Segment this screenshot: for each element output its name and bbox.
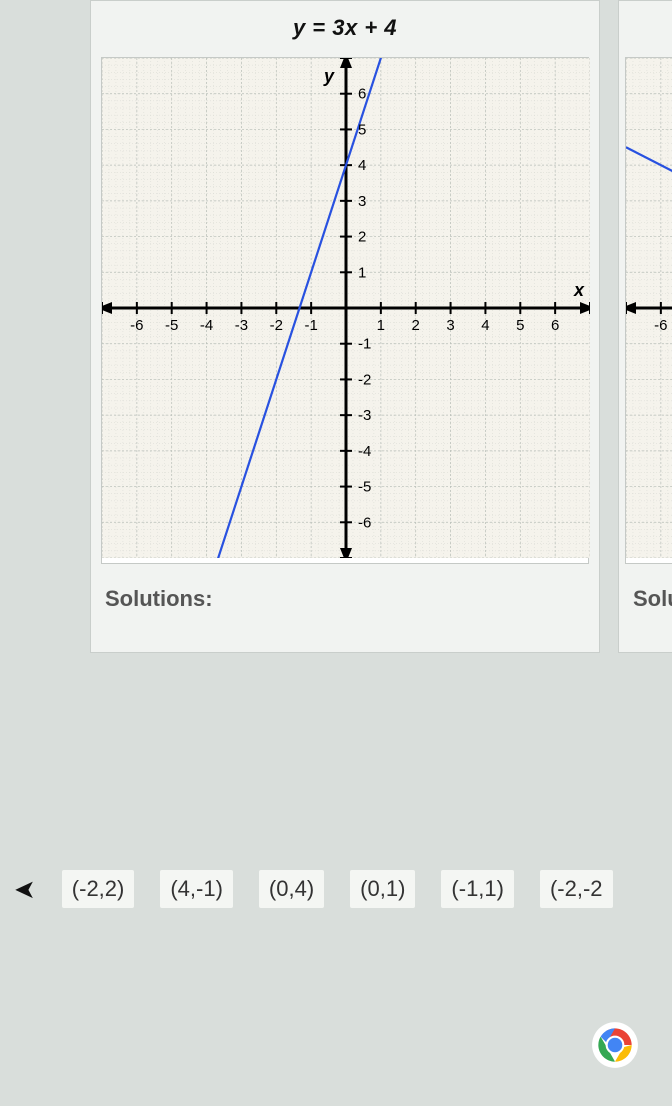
svg-text:x: x	[573, 280, 585, 300]
panel-right: -6 Solut	[618, 0, 672, 653]
svg-text:4: 4	[358, 157, 366, 174]
chart-svg-1: -6-5-4-3-2-1123456-6-5-4-3-2-1123456xy	[102, 58, 590, 558]
svg-text:-3: -3	[358, 407, 371, 424]
svg-text:-4: -4	[358, 443, 371, 460]
answer-chip[interactable]: (-2,2)	[62, 870, 135, 908]
svg-text:y: y	[323, 66, 335, 86]
graph-1: -6-5-4-3-2-1123456-6-5-4-3-2-1123456xy	[101, 57, 589, 564]
equation-title-2	[619, 1, 672, 51]
svg-text:-6: -6	[654, 317, 667, 334]
svg-text:-1: -1	[304, 317, 317, 334]
graph-2: -6	[625, 57, 672, 564]
svg-text:-1: -1	[358, 336, 371, 353]
panel-row: y = 3x + 4 -6 -5 -4 -3 -2 -1 1 2 3 4 5 6 -6 -5 -4 -3 -2 -…	[0, 0, 672, 653]
svg-text:1: 1	[358, 264, 366, 281]
svg-text:2: 2	[358, 229, 366, 246]
chrome-icon[interactable]	[590, 1020, 640, 1070]
svg-text:5: 5	[516, 317, 524, 334]
svg-text:6: 6	[551, 317, 559, 334]
svg-text:1: 1	[377, 317, 385, 334]
svg-text:-5: -5	[165, 317, 178, 334]
cursor-icon: ➤	[14, 874, 36, 905]
panel-left: y = 3x + 4 -6 -5 -4 -3 -2 -1 1 2 3 4 5 6 -6 -5 -4 -3 -2 -…	[90, 0, 600, 653]
answer-chip[interactable]: (0,4)	[259, 870, 324, 908]
answers-row: ➤ (-2,2) (4,-1) (0,4) (0,1) (-1,1) (-2,-…	[0, 870, 672, 908]
svg-text:5: 5	[358, 121, 366, 138]
answer-chip[interactable]: (0,1)	[350, 870, 415, 908]
chart-svg-2: -6	[626, 58, 672, 558]
svg-text:-3: -3	[235, 317, 248, 334]
solutions-label-2: Solut	[619, 574, 672, 652]
answer-chip[interactable]: (-1,1)	[441, 870, 514, 908]
svg-text:-4: -4	[200, 317, 213, 334]
svg-text:3: 3	[446, 317, 454, 334]
solutions-label-1: Solutions:	[91, 574, 599, 652]
svg-text:-2: -2	[270, 317, 283, 334]
answer-chip[interactable]: (4,-1)	[160, 870, 233, 908]
svg-text:-6: -6	[130, 317, 143, 334]
svg-text:6: 6	[358, 86, 366, 103]
svg-text:4: 4	[481, 317, 489, 334]
svg-text:-2: -2	[358, 371, 371, 388]
svg-text:-5: -5	[358, 479, 371, 496]
svg-text:2: 2	[412, 317, 420, 334]
svg-text:-6: -6	[358, 514, 371, 531]
equation-title: y = 3x + 4	[91, 1, 599, 51]
svg-text:3: 3	[358, 193, 366, 210]
answer-chip[interactable]: (-2,-2	[540, 870, 613, 908]
